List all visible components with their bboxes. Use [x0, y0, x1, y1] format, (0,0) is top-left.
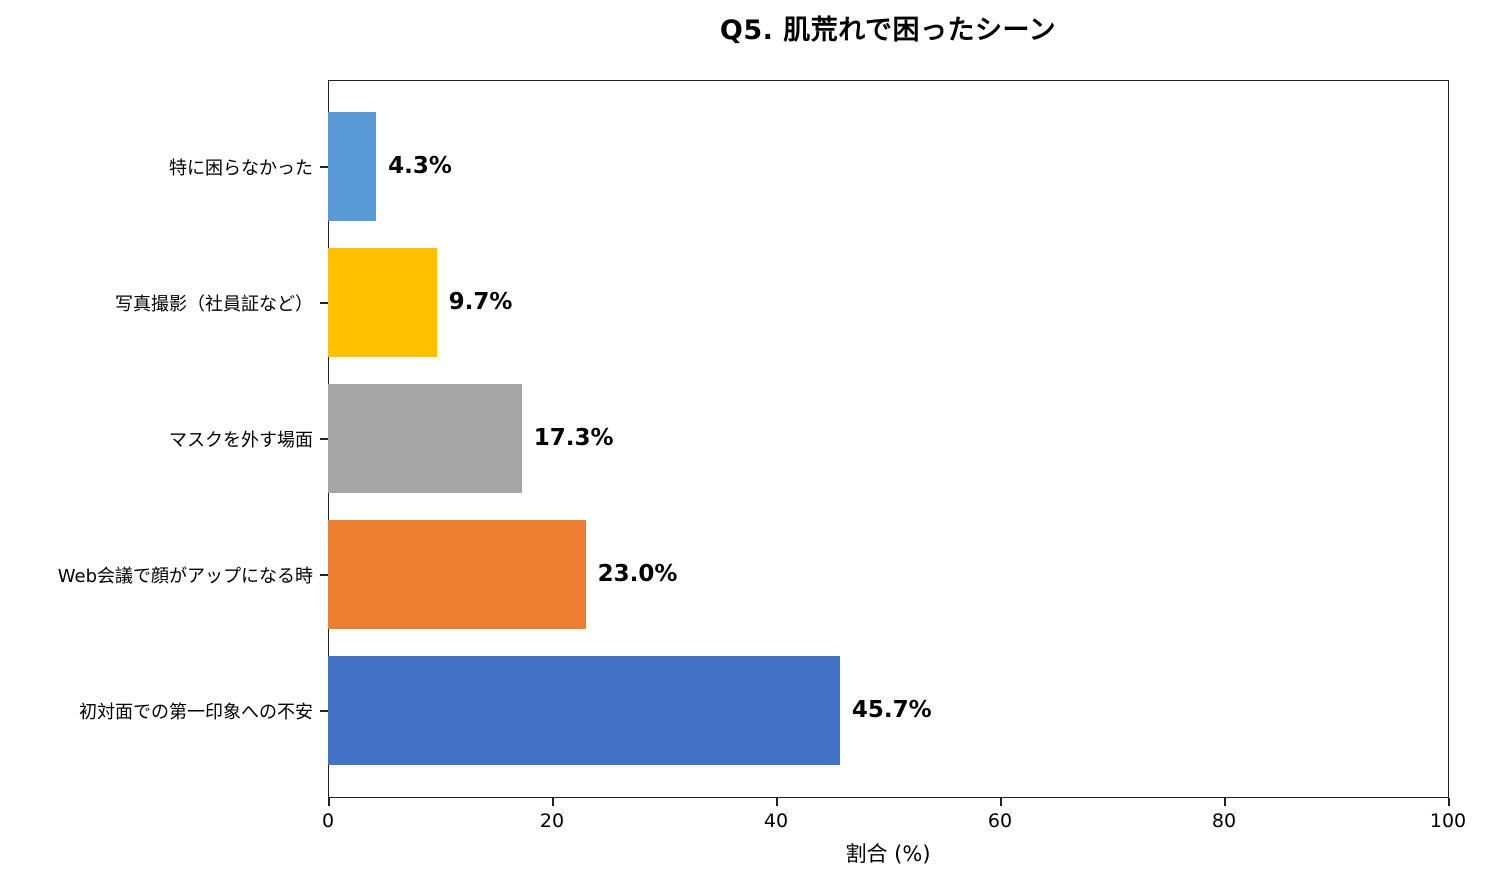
- x-tick-label: 100: [1429, 810, 1467, 832]
- bar-3: [328, 520, 586, 629]
- x-tick-label: 40: [763, 810, 789, 832]
- x-tick: [776, 798, 778, 806]
- bar-4: [328, 656, 840, 765]
- bar-1: [328, 248, 437, 357]
- x-axis-label: 割合 (%): [845, 842, 931, 866]
- x-tick: [1000, 798, 1002, 806]
- x-tick: [328, 798, 330, 806]
- x-tick: [1448, 798, 1450, 806]
- value-label: 23.0%: [597, 561, 678, 587]
- value-label: 4.3%: [388, 153, 452, 179]
- y-tick: [320, 438, 328, 440]
- bar-0: [328, 112, 377, 221]
- x-tick-label: 20: [539, 810, 565, 832]
- y-tick-label: Web会議で顔がアップになる時: [57, 566, 313, 587]
- x-tick-label: 60: [987, 810, 1013, 832]
- value-label: 17.3%: [533, 425, 614, 451]
- y-tick: [320, 166, 328, 168]
- y-tick-label: 特に困らなかった: [169, 158, 313, 179]
- x-tick-label: 0: [321, 810, 335, 832]
- x-tick-label: 80: [1211, 810, 1237, 832]
- value-label: 9.7%: [448, 289, 513, 315]
- y-tick: [320, 574, 328, 576]
- y-tick-label: 初対面での第一印象への不安: [79, 702, 313, 723]
- x-tick: [552, 798, 554, 806]
- y-tick-label: マスクを外す場面: [169, 430, 313, 451]
- y-tick: [320, 302, 328, 304]
- y-tick-label: 写真撮影（社員証など）: [115, 294, 313, 315]
- value-label: 45.7%: [851, 697, 932, 723]
- bar-2: [328, 384, 522, 493]
- chart-title: Q5. 肌荒れで困ったシーン: [719, 15, 1057, 46]
- x-tick: [1224, 798, 1226, 806]
- y-tick: [320, 710, 328, 712]
